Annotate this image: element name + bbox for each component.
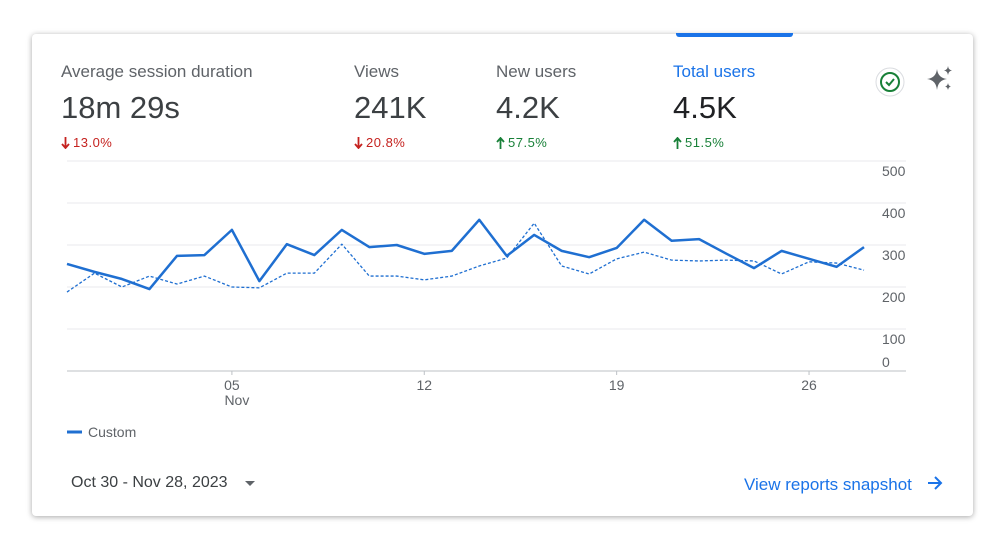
arrow-shape (673, 136, 682, 149)
y-tick-label: 100 (882, 331, 906, 347)
metric-value: 4.2K (496, 90, 560, 125)
metric-tab[interactable]: Average session duration 18m 29s 13.0% (61, 62, 253, 150)
metric-title: Average session duration (61, 62, 253, 81)
metric-value: 241K (354, 90, 427, 125)
metric-change: 13.0% (61, 135, 253, 150)
date-range[interactable]: Oct 30 - Nov 28, 2023 (71, 474, 256, 492)
arrow-shape (61, 136, 70, 149)
x-tick-label: 19 (609, 377, 625, 393)
selected-tab-indicator (676, 33, 793, 37)
x-month-label: Nov (224, 392, 249, 408)
metric-change-value: 51.5% (685, 135, 725, 150)
x-tick-label: 12 (416, 377, 432, 393)
check-icon[interactable] (875, 67, 905, 97)
metric-change-value: 13.0% (73, 135, 113, 150)
report-link[interactable]: View reports snapshot (744, 475, 943, 495)
metric-value: 18m 29s (61, 90, 180, 125)
line-series (66, 222, 865, 293)
metric-tab[interactable]: Total users 4.5K 51.5% (673, 62, 755, 150)
legend-label: Custom (88, 424, 136, 440)
metric-title: Views (354, 62, 400, 81)
metric-change-value: 57.5% (508, 135, 548, 150)
arrow-shape (354, 136, 363, 149)
metric-value: 4.5K (673, 90, 737, 125)
line-series (66, 218, 865, 291)
y-tick-label: 500 (882, 163, 906, 179)
x-tick-label: 26 (801, 377, 817, 393)
date-range-text: Oct 30 - Nov 28, 2023 (71, 474, 228, 491)
metric-title: Total users (673, 62, 756, 81)
y-tick-label: 200 (882, 289, 906, 305)
trend-arrow (354, 136, 363, 149)
y-tick-label: 300 (882, 247, 906, 263)
metric-title: New users (496, 62, 577, 81)
metric-change: 20.8% (354, 135, 426, 150)
y-tick-label: 0 (882, 354, 890, 370)
trend-arrow (673, 136, 682, 149)
dropdown-caret (244, 481, 255, 486)
y-tick-label: 400 (882, 205, 906, 221)
arrow-icon (927, 476, 943, 490)
card: Average session duration 18m 29s 13.0% View… (32, 33, 973, 516)
metric-tab[interactable]: Views 241K 20.8% (354, 62, 426, 150)
metric-tab[interactable]: New users 4.2K 57.5% (496, 62, 576, 150)
metric-change: 51.5% (673, 135, 755, 150)
arrow-shape (496, 136, 505, 149)
trend-arrow (496, 136, 505, 149)
x-tick-label: 05 (224, 377, 240, 393)
trend-arrow (61, 136, 70, 149)
metric-change-value: 20.8% (366, 135, 406, 150)
metric-change: 57.5% (496, 135, 576, 150)
insights-icon[interactable] (925, 65, 955, 95)
report-link-text: View reports snapshot (744, 475, 912, 494)
